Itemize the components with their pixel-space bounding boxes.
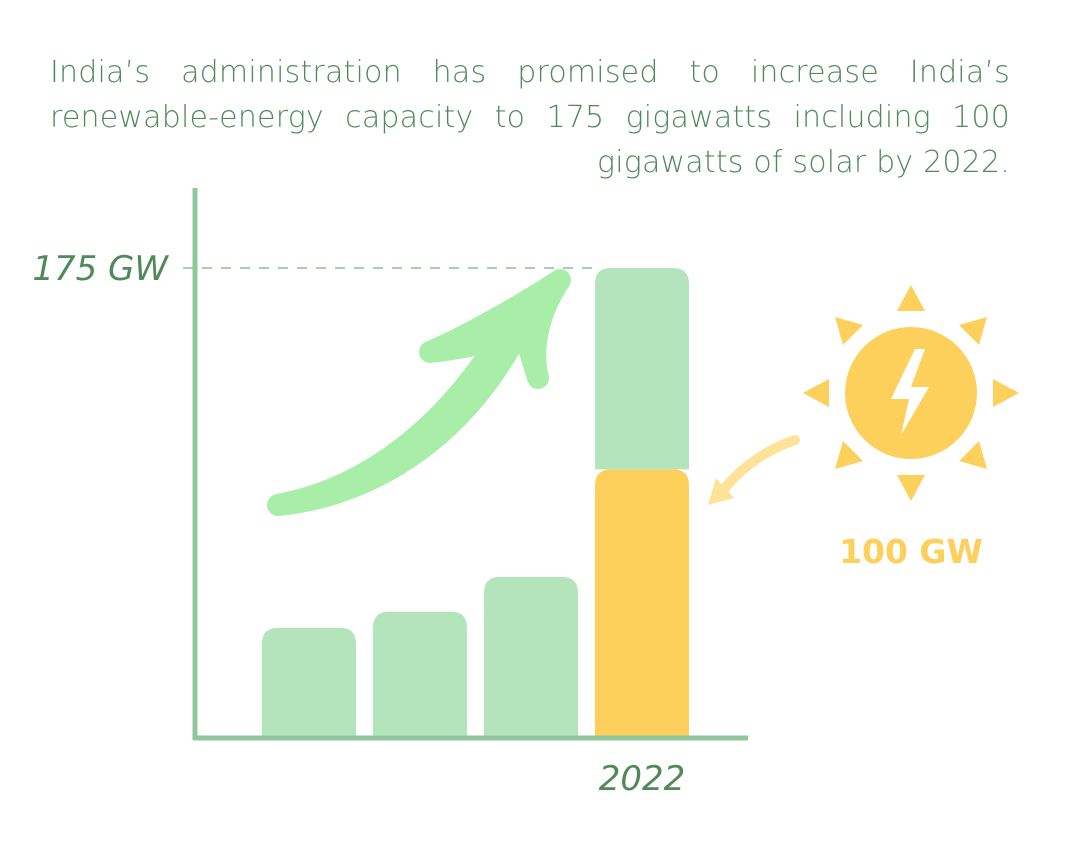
- sun-lightning-icon: [803, 285, 1019, 501]
- reference-label: 175 GW: [32, 249, 169, 289]
- bars-group: [262, 268, 689, 738]
- trend-arrow-icon: [267, 269, 571, 516]
- bar-0: [262, 627, 356, 738]
- bar-solar-3: [595, 469, 689, 738]
- headline: India’s administration has promised to i…: [50, 55, 1010, 180]
- bar-2: [484, 576, 578, 738]
- bar-1: [373, 611, 467, 738]
- solar-capacity-label: 100 GW: [839, 532, 983, 571]
- x-tick-label: 2022: [599, 759, 686, 799]
- x-tick-labels: 2022: [599, 759, 686, 799]
- curved-arrow-icon: [708, 435, 800, 505]
- bar-3-upper: [595, 268, 689, 470]
